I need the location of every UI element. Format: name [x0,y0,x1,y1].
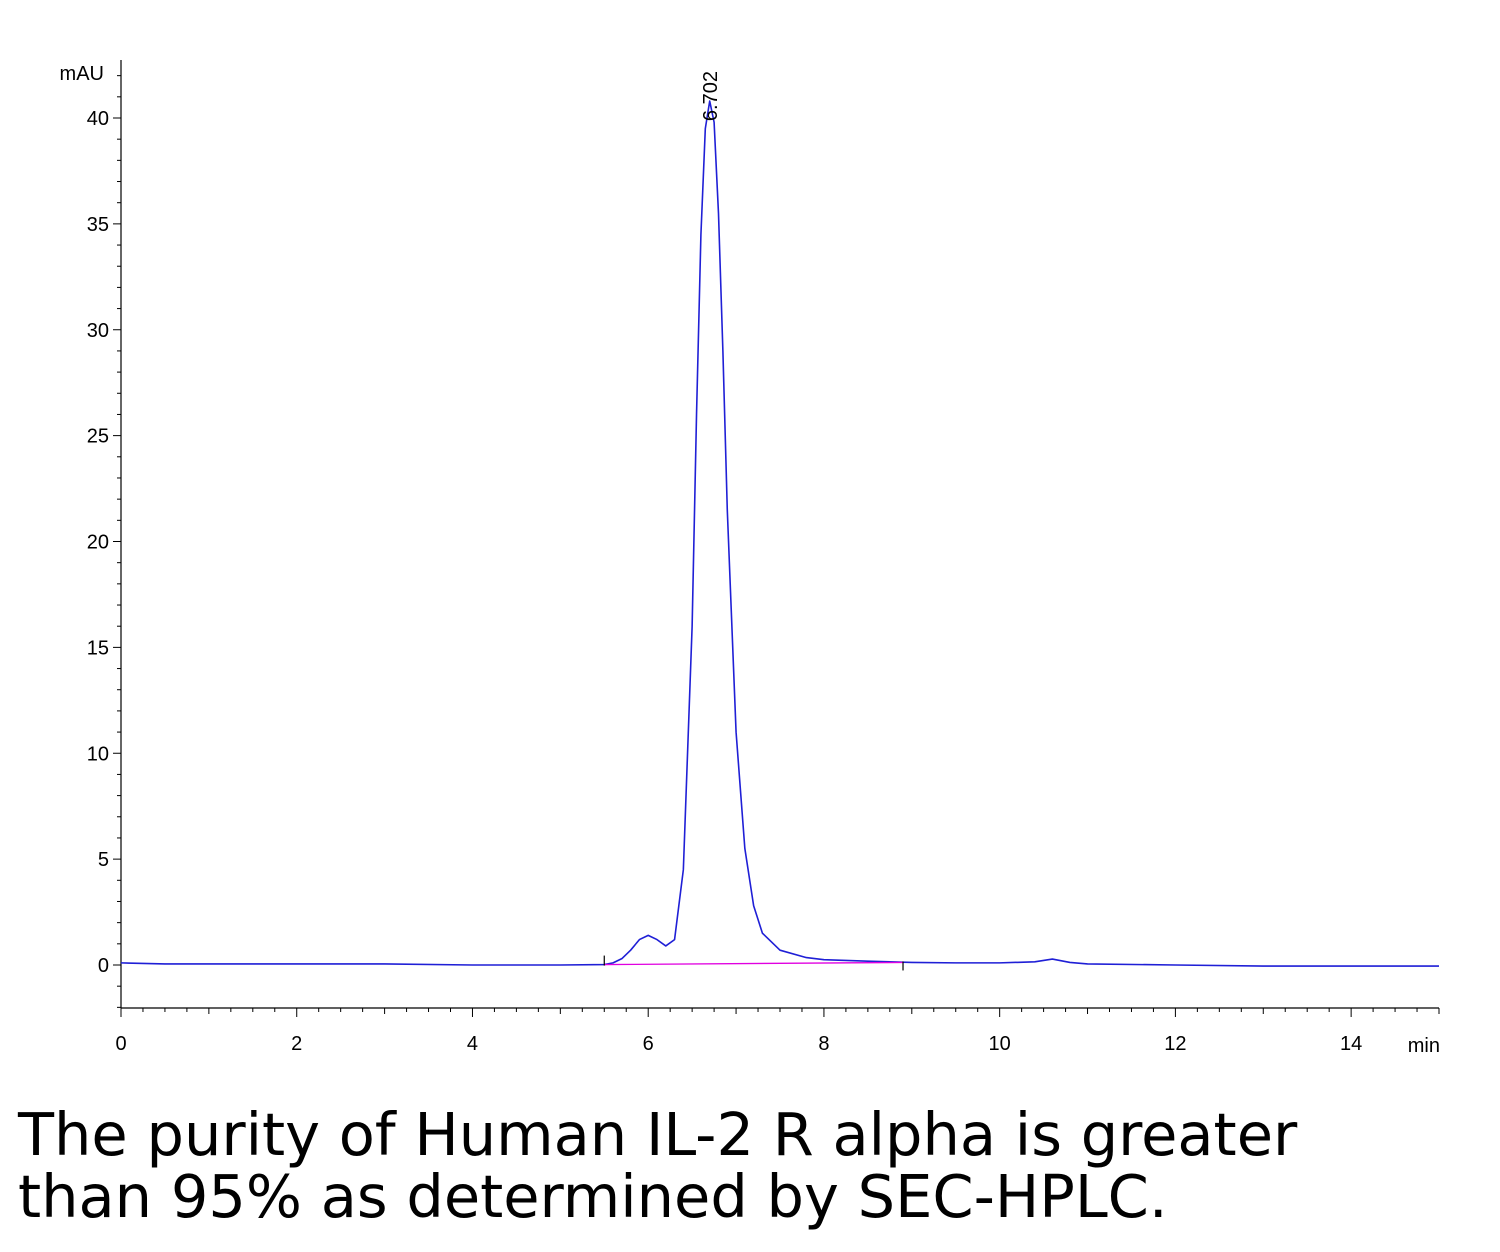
x-tick-label: 2 [291,1033,302,1055]
y-tick-label: 20 [87,532,109,554]
sec-hplc-chromatogram: 0 5 10 15 20 25 30 35 40 0 2 4 6 8 10 12 14 mAU min 6.70… [60,60,1440,1057]
x-tick-label: 8 [818,1033,829,1055]
x-tick-label: 14 [1340,1033,1362,1055]
x-tick-label: 6 [643,1033,654,1055]
x-tick-label: 0 [115,1033,126,1055]
y-tick-label: 5 [98,849,109,871]
x-tick-label: 4 [467,1033,478,1055]
y-axis-unit-label: mAU [60,63,104,85]
integration-baseline [604,961,904,966]
caption-line-1: The purity of Human IL-2 R alpha is grea… [18,1100,1298,1169]
y-tick-label: 15 [87,637,109,659]
y-tick-label: 30 [87,320,109,342]
chromatogram-trace [120,100,1439,967]
caption: The purity of Human IL-2 R alpha is grea… [18,1104,1488,1228]
y-tick-label: 0 [98,955,109,977]
y-tick-label: 35 [87,214,109,236]
axes [120,60,1439,1009]
y-tick-label: 40 [87,108,109,130]
series-layer [120,100,1439,971]
peak-retention-label: 6.702 [700,71,722,121]
x-tick-label: 10 [989,1033,1011,1055]
y-tick-label: 10 [87,743,109,765]
y-tick-label: 25 [87,426,109,448]
x-tick-label: 12 [1164,1033,1186,1055]
ticks: 0 5 10 15 20 25 30 35 40 0 2 4 6 8 10 12 14 [87,75,1440,1055]
caption-line-2: than 95% as determined by SEC-HPLC. [18,1162,1168,1231]
x-axis-unit-label: min [1408,1035,1440,1057]
